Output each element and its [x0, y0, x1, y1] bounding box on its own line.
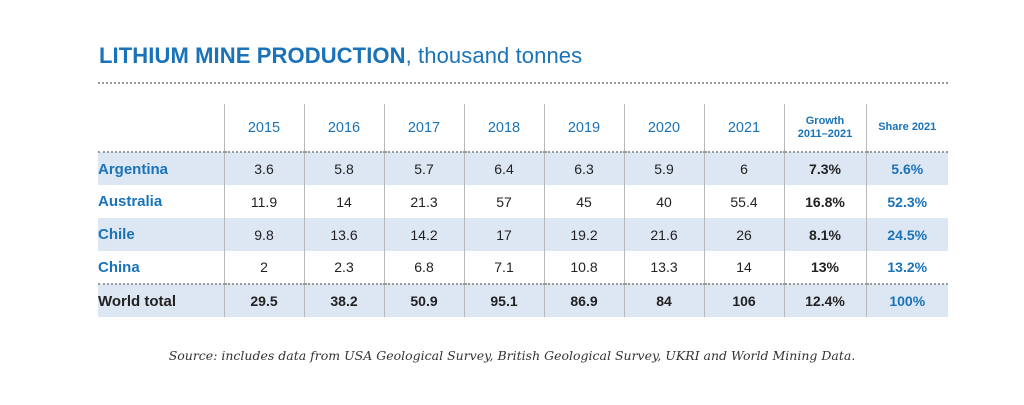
header-share: Share 2021	[865, 104, 948, 153]
table-cell: 50.9	[383, 283, 464, 317]
production-table: 2015 2016 2017 2018 2019 2020 2021 Growt…	[98, 104, 948, 317]
header-year-2021: 2021	[703, 104, 784, 153]
header-year-2016: 2016	[303, 104, 384, 153]
header-growth-line2: 2011–2021	[797, 127, 853, 140]
table-cell: 21.3	[383, 185, 464, 218]
table-cell: 5.9	[623, 152, 704, 185]
header-year-2019: 2019	[543, 104, 624, 153]
table-cell: 6.3	[543, 152, 624, 185]
table-cell: 57	[463, 185, 544, 218]
title-divider	[98, 82, 948, 84]
share-cell: 100%	[865, 283, 948, 317]
table-cell: 2.3	[303, 251, 384, 284]
table-cell: 3.6	[223, 152, 304, 185]
table-cell: 14	[703, 251, 784, 284]
header-year-2015: 2015	[223, 104, 304, 153]
table-cell: 7.1	[463, 251, 544, 284]
growth-cell: 7.3%	[783, 152, 866, 185]
table-cell: 84	[623, 283, 704, 317]
table-row: Australia 11.9 14 21.3 57 45 40 55.4 16.…	[98, 185, 948, 218]
growth-cell: 8.1%	[783, 218, 866, 251]
header-growth: Growth 2011–2021	[783, 104, 866, 153]
share-cell: 24.5%	[865, 218, 948, 251]
table-cell: 6	[703, 152, 784, 185]
total-row: World total 29.5 38.2 50.9 95.1 86.9 84 …	[98, 283, 948, 317]
growth-cell: 13%	[783, 251, 866, 284]
table-cell: 106	[703, 283, 784, 317]
table-row: Chile 9.8 13.6 14.2 17 19.2 21.6 26 8.1%…	[98, 218, 948, 251]
header-year-2017: 2017	[383, 104, 464, 153]
table-cell: 9.8	[223, 218, 304, 251]
table-cell: 40	[623, 185, 704, 218]
table-cell: 26	[703, 218, 784, 251]
page-title: LITHIUM MINE PRODUCTION, thousand tonnes	[99, 43, 582, 69]
header-corner	[98, 104, 224, 153]
table-cell: 5.7	[383, 152, 464, 185]
title-main: LITHIUM MINE PRODUCTION	[99, 43, 406, 68]
share-cell: 52.3%	[865, 185, 948, 218]
table-cell: 17	[463, 218, 544, 251]
share-cell: 13.2%	[865, 251, 948, 284]
row-label: China	[98, 258, 140, 276]
row-label: Argentina	[98, 152, 224, 185]
table-cell: 45	[543, 185, 624, 218]
table-cell: 13.3	[623, 251, 704, 284]
header-row: 2015 2016 2017 2018 2019 2020 2021 Growt…	[98, 104, 948, 153]
table-cell: 19.2	[543, 218, 624, 251]
table-cell: 55.4	[703, 185, 784, 218]
table-cell: 5.8	[303, 152, 384, 185]
table-row: China 2 2.3 6.8 7.1 10.8 13.3 14 13% 13.…	[98, 251, 948, 284]
source-note: Source: includes data from USA Geologica…	[168, 348, 856, 363]
table-cell: 13.6	[303, 218, 384, 251]
table-cell: 11.9	[223, 185, 304, 218]
table-cell: 14	[303, 185, 384, 218]
header-year-2020: 2020	[623, 104, 704, 153]
header-growth-line1: Growth	[805, 114, 845, 127]
growth-cell: 12.4%	[783, 283, 866, 317]
table-cell: 95.1	[463, 283, 544, 317]
table-cell: 6.8	[383, 251, 464, 284]
share-cell: 5.6%	[865, 152, 948, 185]
table-cell: 10.8	[543, 251, 624, 284]
row-label: World total	[98, 283, 224, 317]
table-cell: 21.6	[623, 218, 704, 251]
table-cell: 29.5	[223, 283, 304, 317]
header-year-2018: 2018	[463, 104, 544, 153]
table-row: Argentina 3.6 5.8 5.7 6.4 6.3 5.9 6 7.3%…	[98, 152, 948, 185]
table-cell: 86.9	[543, 283, 624, 317]
table-cell: 14.2	[383, 218, 464, 251]
table-cell: 6.4	[463, 152, 544, 185]
table-cell: 2	[223, 251, 304, 284]
row-label: Chile	[98, 218, 224, 251]
table-cell: 38.2	[303, 283, 384, 317]
row-label: Australia	[98, 193, 163, 210]
title-unit: , thousand tonnes	[405, 43, 583, 68]
growth-cell: 16.8%	[783, 185, 866, 218]
